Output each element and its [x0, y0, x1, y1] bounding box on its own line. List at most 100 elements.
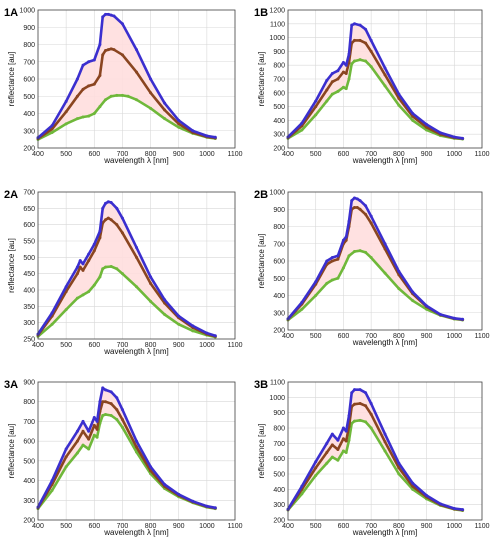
data-point: [383, 66, 387, 70]
data-point: [344, 71, 348, 75]
data-point: [347, 414, 351, 418]
data-point: [358, 58, 362, 62]
y-tick-label: 200: [23, 146, 35, 153]
x-tick-label: 400: [282, 151, 294, 158]
data-point: [369, 256, 373, 260]
x-tick-label: 1000: [446, 333, 462, 340]
data-point: [330, 443, 334, 447]
data-point: [425, 123, 429, 127]
data-point: [135, 285, 138, 289]
x-tick-label: 1000: [199, 523, 215, 530]
data-point: [75, 77, 79, 81]
data-point: [50, 127, 54, 131]
panel-label: 1B: [254, 7, 268, 19]
x-tick-label: 600: [88, 342, 100, 349]
y-axis-label: reflectance [au]: [7, 238, 16, 293]
x-axis-label: wavelength λ [nm]: [103, 347, 168, 356]
data-point: [397, 103, 401, 107]
data-point: [92, 433, 96, 437]
data-point: [115, 408, 119, 412]
data-point: [213, 334, 217, 338]
series-band-fill: [288, 23, 463, 139]
data-point: [64, 285, 68, 289]
x-tick-label: 1100: [227, 342, 242, 349]
x-tick-label: 1000: [446, 151, 462, 158]
data-point: [78, 265, 82, 269]
data-point: [95, 419, 99, 423]
data-point: [64, 447, 68, 451]
plot-frame: [287, 381, 483, 521]
data-point: [344, 87, 348, 91]
y-tick-label: 500: [23, 255, 35, 262]
data-point: [355, 197, 359, 201]
data-point: [191, 129, 195, 133]
data-point: [98, 43, 102, 46]
x-tick-label: 700: [117, 151, 129, 158]
data-point: [314, 105, 318, 109]
data-point: [358, 199, 362, 203]
data-point: [300, 307, 304, 311]
data-point: [92, 82, 96, 86]
data-point: [336, 89, 340, 93]
data-point: [344, 439, 348, 443]
y-tick-label: 500: [273, 104, 285, 111]
data-point: [95, 427, 99, 431]
y-tick-label: 1100: [270, 21, 285, 28]
data-point: [353, 388, 357, 392]
y-axis-label: reflectance [au]: [257, 52, 266, 107]
data-point: [330, 455, 334, 459]
data-point: [425, 128, 429, 132]
data-point: [163, 313, 167, 316]
series-band-fill: [38, 201, 216, 337]
x-tick-label: 800: [145, 151, 157, 158]
data-point: [109, 200, 113, 204]
data-point: [50, 479, 54, 483]
data-point: [425, 493, 429, 497]
x-tick-label: 700: [365, 151, 377, 158]
data-point: [341, 426, 345, 430]
y-tick-label: 1000: [269, 35, 285, 42]
data-point: [163, 483, 167, 487]
data-point: [101, 267, 105, 271]
data-point: [336, 458, 340, 462]
data-point: [75, 272, 79, 276]
data-point: [135, 98, 138, 102]
data-point: [78, 259, 82, 263]
data-point: [300, 121, 304, 125]
data-point: [300, 300, 304, 304]
y-tick-label: 700: [273, 441, 285, 448]
y-tick-label: 200: [23, 518, 35, 525]
plot-frame: [37, 381, 236, 521]
y-tick-label: 900: [23, 25, 35, 32]
data-point: [106, 216, 110, 220]
data-point: [397, 287, 401, 291]
data-point: [411, 487, 415, 491]
data-point: [369, 214, 373, 218]
y-tick-label: 250: [23, 337, 35, 344]
x-tick-label: 500: [310, 333, 322, 340]
y-tick-label: 400: [273, 487, 285, 494]
data-point: [87, 114, 91, 118]
chart-panel-1A: 1A 400 500 600 700 800 900 1000 1100 200 300 400 500…: [4, 7, 243, 165]
y-tick-label: 450: [23, 271, 35, 278]
data-point: [64, 122, 68, 126]
data-point: [300, 484, 304, 488]
x-tick-label: 800: [145, 523, 157, 530]
data-point: [364, 250, 368, 254]
data-point: [353, 22, 357, 26]
data-point: [341, 60, 345, 64]
x-tick-label: 400: [32, 151, 44, 158]
y-tick-label: 1000: [269, 190, 285, 197]
data-point: [461, 508, 465, 512]
data-point: [353, 402, 357, 406]
y-tick-label: 800: [273, 63, 285, 70]
data-point: [314, 99, 318, 103]
data-point: [75, 439, 79, 443]
data-point: [115, 417, 119, 421]
data-point: [330, 80, 334, 84]
data-point: [397, 472, 401, 476]
data-point: [101, 53, 105, 57]
data-point: [115, 267, 119, 271]
panel-label: 1A: [4, 7, 18, 19]
data-point: [411, 290, 415, 294]
